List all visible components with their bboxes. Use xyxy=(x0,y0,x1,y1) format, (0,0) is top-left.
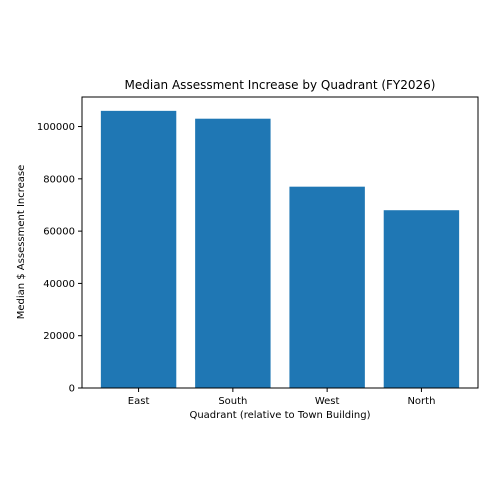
y-tick-label: 40000 xyxy=(43,279,75,290)
plot-frame xyxy=(81,96,479,389)
x-tick-label: South xyxy=(218,396,247,407)
y-tick-label: 100000 xyxy=(37,122,75,133)
x-axis-label: Quadrant (relative to Town Building) xyxy=(189,410,370,421)
bar-south xyxy=(195,118,271,388)
x-tick-label: North xyxy=(407,396,435,407)
x-tick-label: East xyxy=(128,396,150,407)
bar-east xyxy=(100,110,177,388)
y-tick-label: 60000 xyxy=(43,227,75,238)
bar-west xyxy=(289,186,365,388)
y-axis: 0 20000 40000 60000 80000 100000 xyxy=(37,122,82,395)
chart-title: Median Assessment Increase by Quadrant (… xyxy=(125,78,436,92)
bars-group xyxy=(100,110,460,388)
y-tick-label: 20000 xyxy=(43,331,75,342)
x-tick-label: West xyxy=(315,396,340,407)
y-tick-label: 80000 xyxy=(43,174,75,185)
y-axis-label: Median $ Assessment Increase xyxy=(16,165,27,320)
x-axis: East South West North xyxy=(128,388,435,407)
bar-north xyxy=(383,210,460,388)
y-tick-label: 0 xyxy=(69,384,75,395)
